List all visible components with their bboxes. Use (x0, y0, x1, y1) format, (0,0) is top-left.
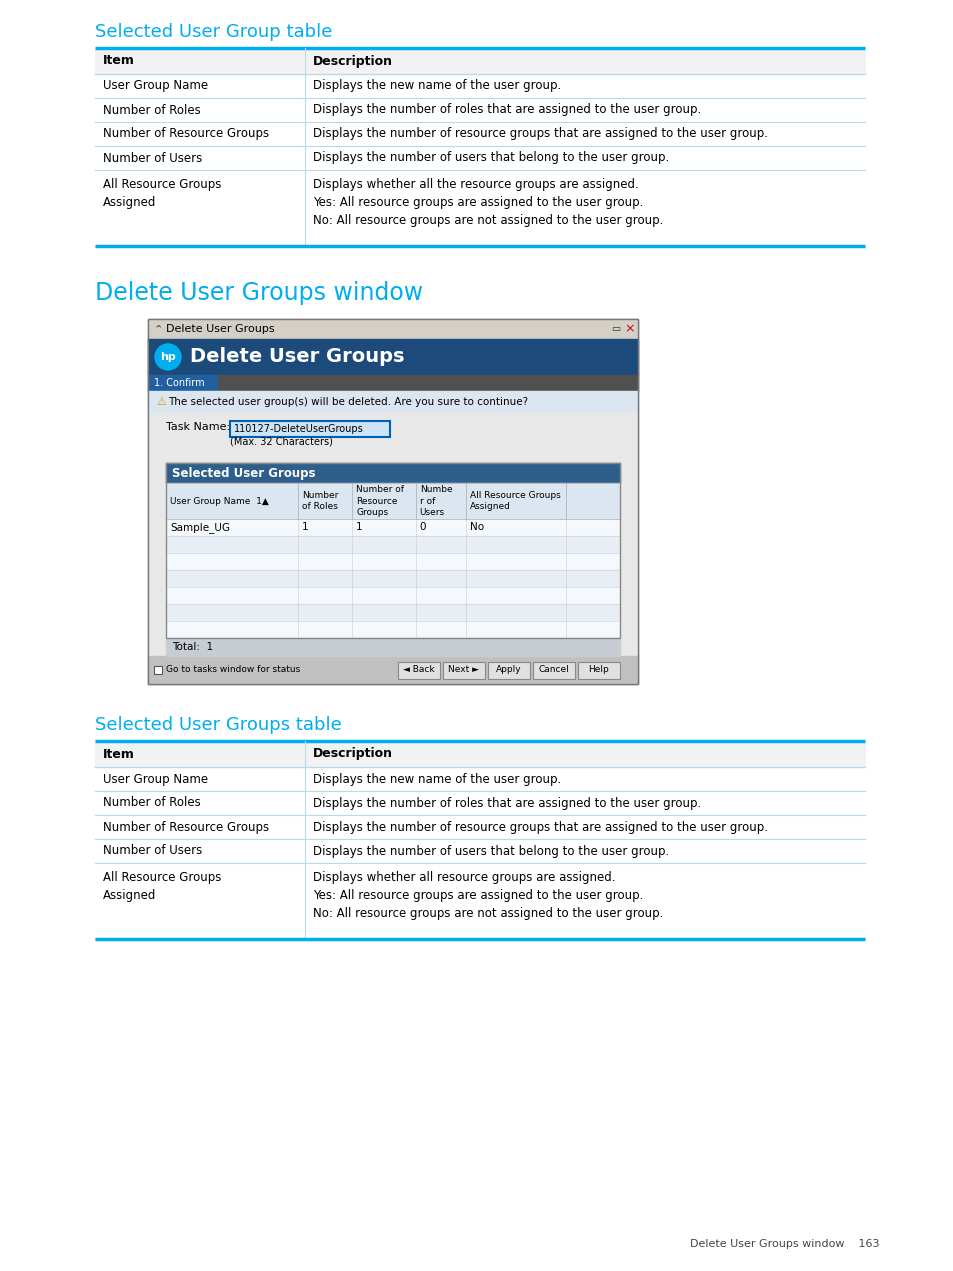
Circle shape (154, 344, 181, 370)
Text: Numbe
r of
Users: Numbe r of Users (419, 486, 452, 516)
Text: No: No (469, 522, 483, 533)
Text: Total:  1: Total: 1 (172, 642, 213, 652)
Text: Displays the number of roles that are assigned to the user group.: Displays the number of roles that are as… (313, 797, 700, 810)
Text: Help: Help (588, 666, 609, 675)
Text: (Max. 32 Characters): (Max. 32 Characters) (230, 436, 333, 446)
Text: Next ►: Next ► (448, 666, 479, 675)
Text: The selected user group(s) will be deleted. Are you sure to continue?: The selected user group(s) will be delet… (168, 397, 528, 407)
Text: 1. Confirm: 1. Confirm (153, 377, 204, 388)
Text: All Resource Groups
Assigned: All Resource Groups Assigned (103, 871, 221, 902)
Bar (230, 421, 390, 437)
Bar (166, 463, 619, 638)
Bar (397, 661, 439, 679)
Text: Delete User Groups: Delete User Groups (166, 324, 274, 334)
Text: Displays the new name of the user group.: Displays the new name of the user group. (313, 773, 560, 785)
Text: All Resource Groups
Assigned: All Resource Groups Assigned (469, 491, 559, 511)
Text: Number
of Roles: Number of Roles (301, 491, 337, 511)
Text: Selected User Groups table: Selected User Groups table (95, 716, 341, 733)
Text: Apply: Apply (496, 666, 521, 675)
Text: Displays whether all resource groups are assigned.
Yes: All resource groups are : Displays whether all resource groups are… (313, 871, 662, 920)
Text: All Resource Groups
Assigned: All Resource Groups Assigned (103, 178, 221, 208)
Bar (148, 319, 638, 684)
Text: Number of Resource Groups: Number of Resource Groups (103, 127, 269, 141)
Bar (533, 661, 575, 679)
Bar (153, 666, 162, 674)
Text: Displays the number of users that belong to the user group.: Displays the number of users that belong… (313, 151, 669, 164)
Bar (578, 661, 619, 679)
Text: 0: 0 (419, 522, 426, 533)
Text: Description: Description (313, 747, 393, 760)
Text: User Group Name: User Group Name (103, 80, 208, 93)
Text: Displays the number of resource groups that are assigned to the user group.: Displays the number of resource groups t… (313, 127, 767, 141)
Text: Displays the new name of the user group.: Displays the new name of the user group. (313, 80, 560, 93)
Text: Selected User Group table: Selected User Group table (95, 23, 332, 41)
Text: Item: Item (103, 747, 134, 760)
Text: Number of Resource Groups: Number of Resource Groups (103, 821, 269, 834)
Bar (148, 319, 638, 684)
Text: Number of Users: Number of Users (103, 844, 202, 858)
Text: Description: Description (313, 55, 393, 67)
Text: Number of
Resource
Groups: Number of Resource Groups (355, 486, 404, 516)
Text: ◄ Back: ◄ Back (403, 666, 435, 675)
Text: Task Name:: Task Name: (166, 422, 230, 432)
Text: Displays the number of resource groups that are assigned to the user group.: Displays the number of resource groups t… (313, 821, 767, 834)
Text: User Group Name  1▲: User Group Name 1▲ (170, 497, 269, 506)
Text: Delete User Groups window: Delete User Groups window (95, 281, 423, 305)
Text: ⚠: ⚠ (156, 397, 166, 407)
Text: 1: 1 (355, 522, 362, 533)
Text: 1: 1 (301, 522, 308, 533)
Text: ×: × (624, 323, 635, 336)
Text: Selected User Groups: Selected User Groups (172, 466, 315, 479)
Text: Displays the number of roles that are assigned to the user group.: Displays the number of roles that are as… (313, 103, 700, 117)
Text: User Group Name: User Group Name (103, 773, 208, 785)
Text: hp: hp (160, 352, 175, 362)
Text: Delete User Groups: Delete User Groups (190, 347, 404, 366)
Text: Delete User Groups window    163: Delete User Groups window 163 (690, 1239, 879, 1249)
Bar (488, 661, 530, 679)
Text: Number of Users: Number of Users (103, 151, 202, 164)
Text: Sample_UG: Sample_UG (170, 522, 230, 533)
Text: Go to tasks window for status: Go to tasks window for status (166, 666, 300, 675)
Text: ▭: ▭ (611, 324, 620, 334)
Text: Cancel: Cancel (538, 666, 569, 675)
Text: Displays whether all the resource groups are assigned.
Yes: All resource groups : Displays whether all the resource groups… (313, 178, 662, 228)
Bar (442, 661, 484, 679)
Text: Item: Item (103, 55, 134, 67)
Text: Number of Roles: Number of Roles (103, 103, 200, 117)
Text: 110127-DeleteUserGroups: 110127-DeleteUserGroups (233, 425, 363, 433)
Text: ⌃: ⌃ (153, 324, 163, 334)
Text: Displays the number of users that belong to the user group.: Displays the number of users that belong… (313, 844, 669, 858)
Text: Number of Roles: Number of Roles (103, 797, 200, 810)
